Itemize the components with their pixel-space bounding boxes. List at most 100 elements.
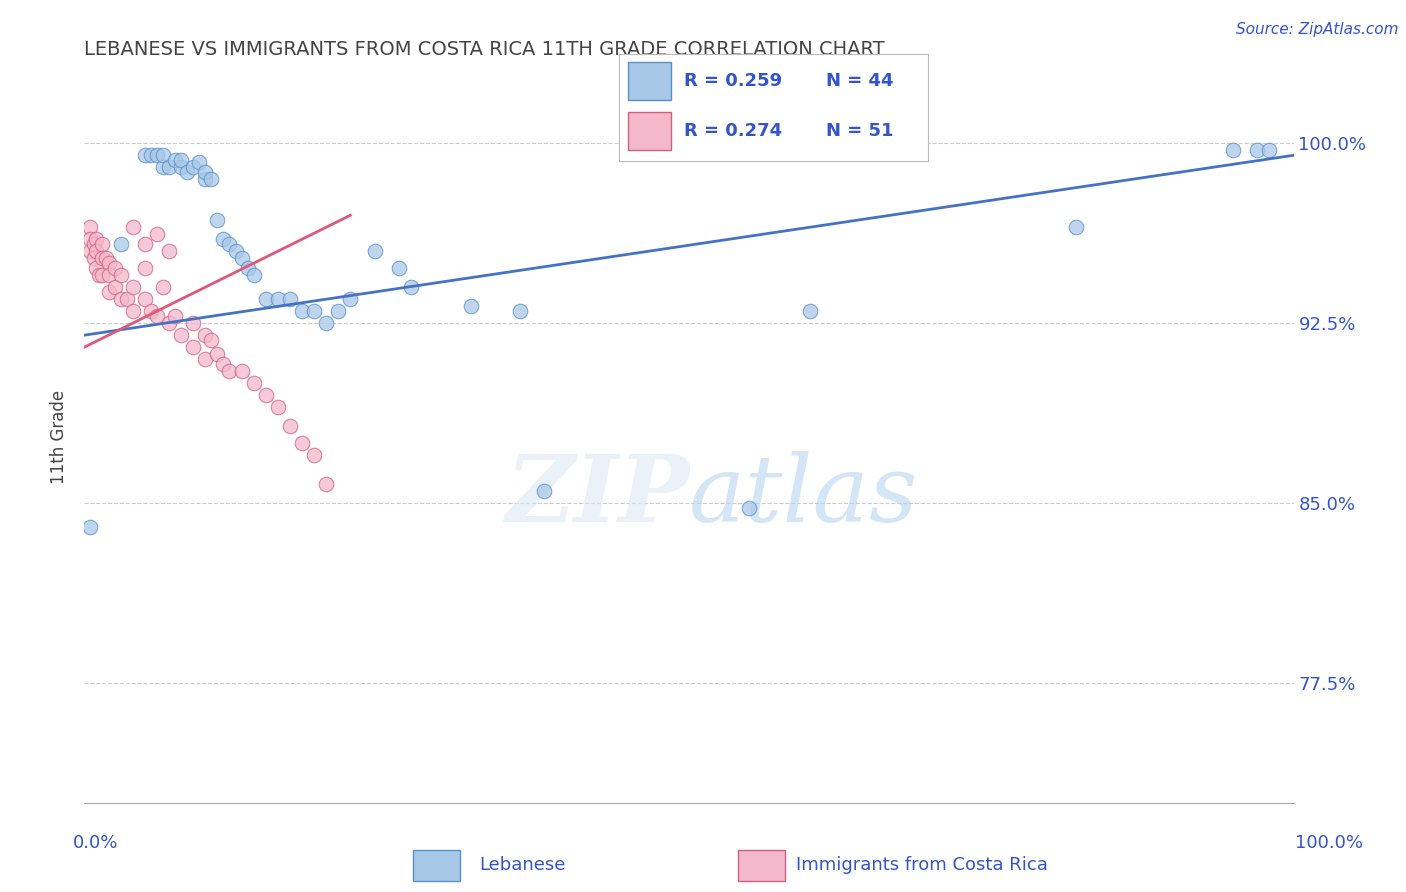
Point <box>181 340 204 354</box>
Point <box>86 244 108 259</box>
Point <box>363 244 385 259</box>
Point <box>181 161 204 175</box>
Point <box>460 299 482 313</box>
Point <box>121 280 143 294</box>
Point <box>315 476 337 491</box>
Point <box>83 237 105 252</box>
Point <box>157 161 180 175</box>
Point <box>97 268 120 283</box>
Point <box>738 500 761 515</box>
Point <box>267 400 290 414</box>
Point <box>267 292 290 306</box>
Point <box>170 328 193 343</box>
Point <box>194 352 217 367</box>
Point <box>328 304 350 318</box>
Point <box>104 260 127 275</box>
Point <box>170 161 193 175</box>
Point <box>79 520 101 534</box>
Bar <box>738 849 785 881</box>
Point <box>83 252 105 266</box>
Point <box>388 260 411 275</box>
Point <box>97 285 120 299</box>
Point <box>218 364 240 378</box>
Point <box>79 244 101 259</box>
Text: Lebanese: Lebanese <box>479 856 565 874</box>
Point <box>799 304 821 318</box>
Point <box>139 148 162 162</box>
Point <box>339 292 361 306</box>
Point <box>146 309 169 323</box>
Bar <box>628 62 671 100</box>
Point <box>212 232 235 246</box>
Point <box>242 376 264 391</box>
Point <box>509 304 531 318</box>
Point <box>194 165 217 179</box>
Point <box>152 280 174 294</box>
Point <box>139 304 162 318</box>
Point <box>278 419 301 434</box>
Point <box>86 260 108 275</box>
Point <box>194 328 217 343</box>
Point <box>218 237 240 252</box>
Point <box>242 268 264 283</box>
Point <box>1246 144 1268 158</box>
Point <box>152 148 174 162</box>
Text: atlas: atlas <box>689 450 918 541</box>
Point <box>146 148 169 162</box>
Text: N = 44: N = 44 <box>825 72 893 90</box>
Point <box>86 232 108 246</box>
Point <box>165 153 187 167</box>
Point <box>291 304 314 318</box>
Text: 0.0%: 0.0% <box>73 834 118 852</box>
Point <box>225 244 247 259</box>
Point <box>157 316 180 330</box>
Text: ZIP: ZIP <box>505 450 689 541</box>
Point <box>157 244 180 259</box>
Point <box>236 260 259 275</box>
Point <box>91 268 114 283</box>
Point <box>291 436 314 450</box>
Bar <box>413 849 460 881</box>
Point <box>176 165 198 179</box>
Point <box>104 280 127 294</box>
Point <box>533 483 555 498</box>
Text: LEBANESE VS IMMIGRANTS FROM COSTA RICA 11TH GRADE CORRELATION CHART: LEBANESE VS IMMIGRANTS FROM COSTA RICA 1… <box>84 39 884 59</box>
Point <box>110 268 132 283</box>
Y-axis label: 11th Grade: 11th Grade <box>51 390 69 484</box>
Point <box>315 316 337 330</box>
Text: 100.0%: 100.0% <box>1295 834 1362 852</box>
Point <box>94 252 117 266</box>
Point <box>152 161 174 175</box>
Point <box>254 292 277 306</box>
Text: Immigrants from Costa Rica: Immigrants from Costa Rica <box>796 856 1047 874</box>
Point <box>231 364 253 378</box>
Point <box>207 213 229 227</box>
Point <box>121 220 143 235</box>
Point <box>121 304 143 318</box>
Point <box>302 448 325 462</box>
Point <box>1258 144 1281 158</box>
Point <box>110 237 132 252</box>
Point <box>87 268 110 283</box>
Point <box>79 220 101 235</box>
Point <box>134 237 156 252</box>
Point <box>181 316 204 330</box>
Point <box>91 252 114 266</box>
Point <box>200 333 222 347</box>
Point <box>302 304 325 318</box>
Point <box>115 292 138 306</box>
Text: R = 0.274: R = 0.274 <box>683 122 782 140</box>
Point <box>110 292 132 306</box>
Point <box>146 227 169 242</box>
Point <box>1064 220 1087 235</box>
Point <box>188 155 211 169</box>
Point <box>91 237 114 252</box>
Point <box>134 292 156 306</box>
Text: R = 0.259: R = 0.259 <box>683 72 782 90</box>
Text: N = 51: N = 51 <box>825 122 893 140</box>
Text: Source: ZipAtlas.com: Source: ZipAtlas.com <box>1236 22 1399 37</box>
Point <box>254 388 277 402</box>
Point <box>399 280 422 294</box>
Point <box>79 232 101 246</box>
Point <box>134 148 156 162</box>
